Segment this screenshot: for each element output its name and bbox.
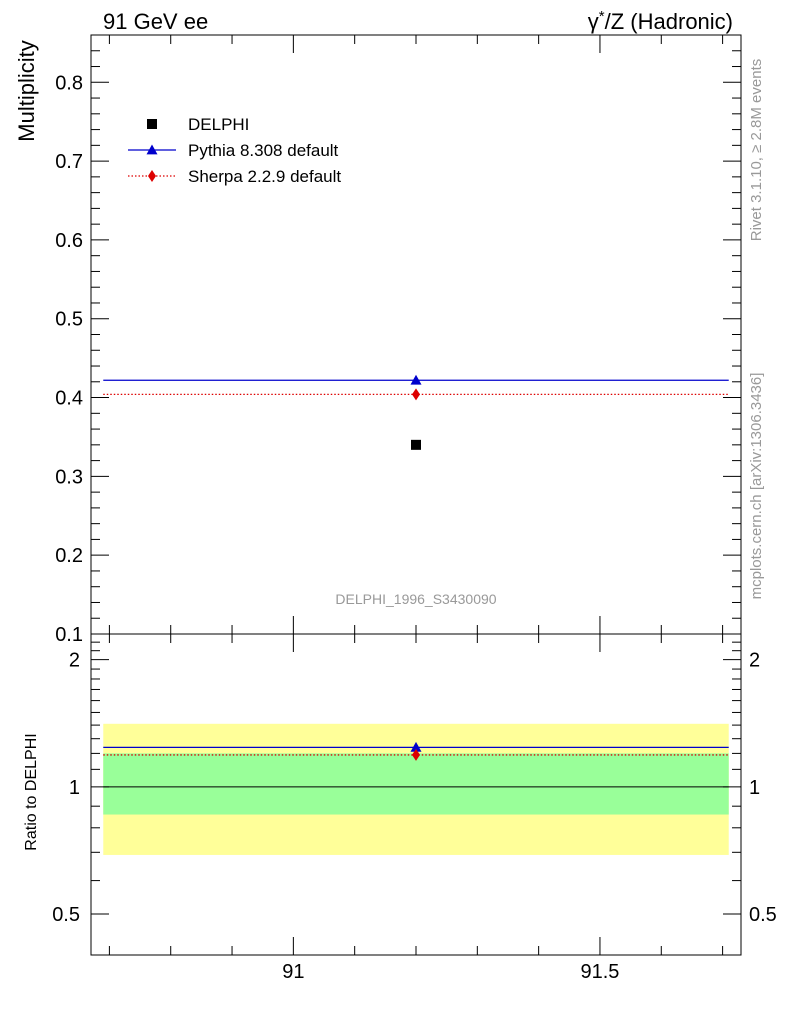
legend-sherpa-marker [148, 170, 156, 182]
mcplots-reference-label: mcplots.cern.ch [arXiv:1306.3436] [748, 373, 765, 600]
plot-title-right: γ*/Z (Hadronic) [588, 8, 733, 34]
sherpa-ratio-marker [412, 748, 420, 761]
ratio-panel: 0.5 0.5 1 1 2 2 91 91.5 [52, 633, 777, 983]
ratio-y-tick-label-right: 2 [749, 650, 760, 672]
pythia-ratio-marker [410, 741, 422, 752]
legend-pythia-marker [146, 144, 158, 155]
plot-title-left: 91 GeV ee [103, 9, 208, 34]
pythia-main-marker [410, 374, 422, 385]
ratio-y-tick-label: 0.5 [52, 904, 80, 926]
x-tick-label: 91.5 [580, 961, 619, 983]
legend: DELPHI Pythia 8.308 default Sherpa 2.2.9 d… [128, 115, 341, 186]
ratio-series-layer [103, 723, 729, 855]
main-series-layer [103, 374, 729, 450]
ratio-y-axis-label: Ratio to DELPHI [23, 733, 40, 850]
analysis-watermark: DELPHI_1996_S3430090 [335, 591, 496, 607]
main-y-tick-label: 0.5 [55, 309, 83, 331]
rivet-version-label: Rivet 3.1.10, ≥ 2.8M events [748, 59, 765, 242]
ratio-y-tick-label-right: 0.5 [749, 904, 777, 926]
sherpa-main-marker [412, 388, 420, 401]
main-y-tick-label: 0.8 [55, 72, 83, 94]
ratio-y-tick-label-right: 1 [749, 777, 760, 799]
main-y-tick-label: 0.7 [55, 151, 83, 173]
main-panel: DELPHI_1996_S3430090 DELPHI Pythia 8.308 … [55, 34, 742, 646]
main-y-tick-label: 0.2 [55, 545, 83, 567]
main-y-tick-label: 0.6 [55, 230, 83, 252]
main-y-tick-label: 0.3 [55, 466, 83, 488]
ratio-inner-uncertainty-band [103, 753, 729, 815]
main-y-axis-label: Multiplicity [14, 40, 39, 141]
ratio-y-tick-label: 1 [69, 777, 80, 799]
main-y-tick-label: 0.4 [55, 388, 83, 410]
ratio-y-tick-label: 2 [69, 650, 80, 672]
legend-delphi-marker [147, 119, 157, 129]
delphi-data-point [411, 439, 421, 450]
ratio-axis-ticks: 0.5 0.5 1 1 2 2 91 91.5 [52, 634, 777, 983]
legend-delphi-label: DELPHI [188, 115, 249, 134]
ratio-panel-frame [90, 633, 742, 956]
legend-sherpa-label: Sherpa 2.2.9 default [188, 167, 341, 186]
main-axis-ticks: 0.1 0.2 0.3 0.4 0.5 0.6 0.7 0.8 [55, 34, 741, 646]
x-tick-label: 91 [282, 961, 304, 983]
main-y-tick-label: 0.1 [55, 624, 83, 646]
legend-pythia-label: Pythia 8.308 default [188, 141, 339, 160]
